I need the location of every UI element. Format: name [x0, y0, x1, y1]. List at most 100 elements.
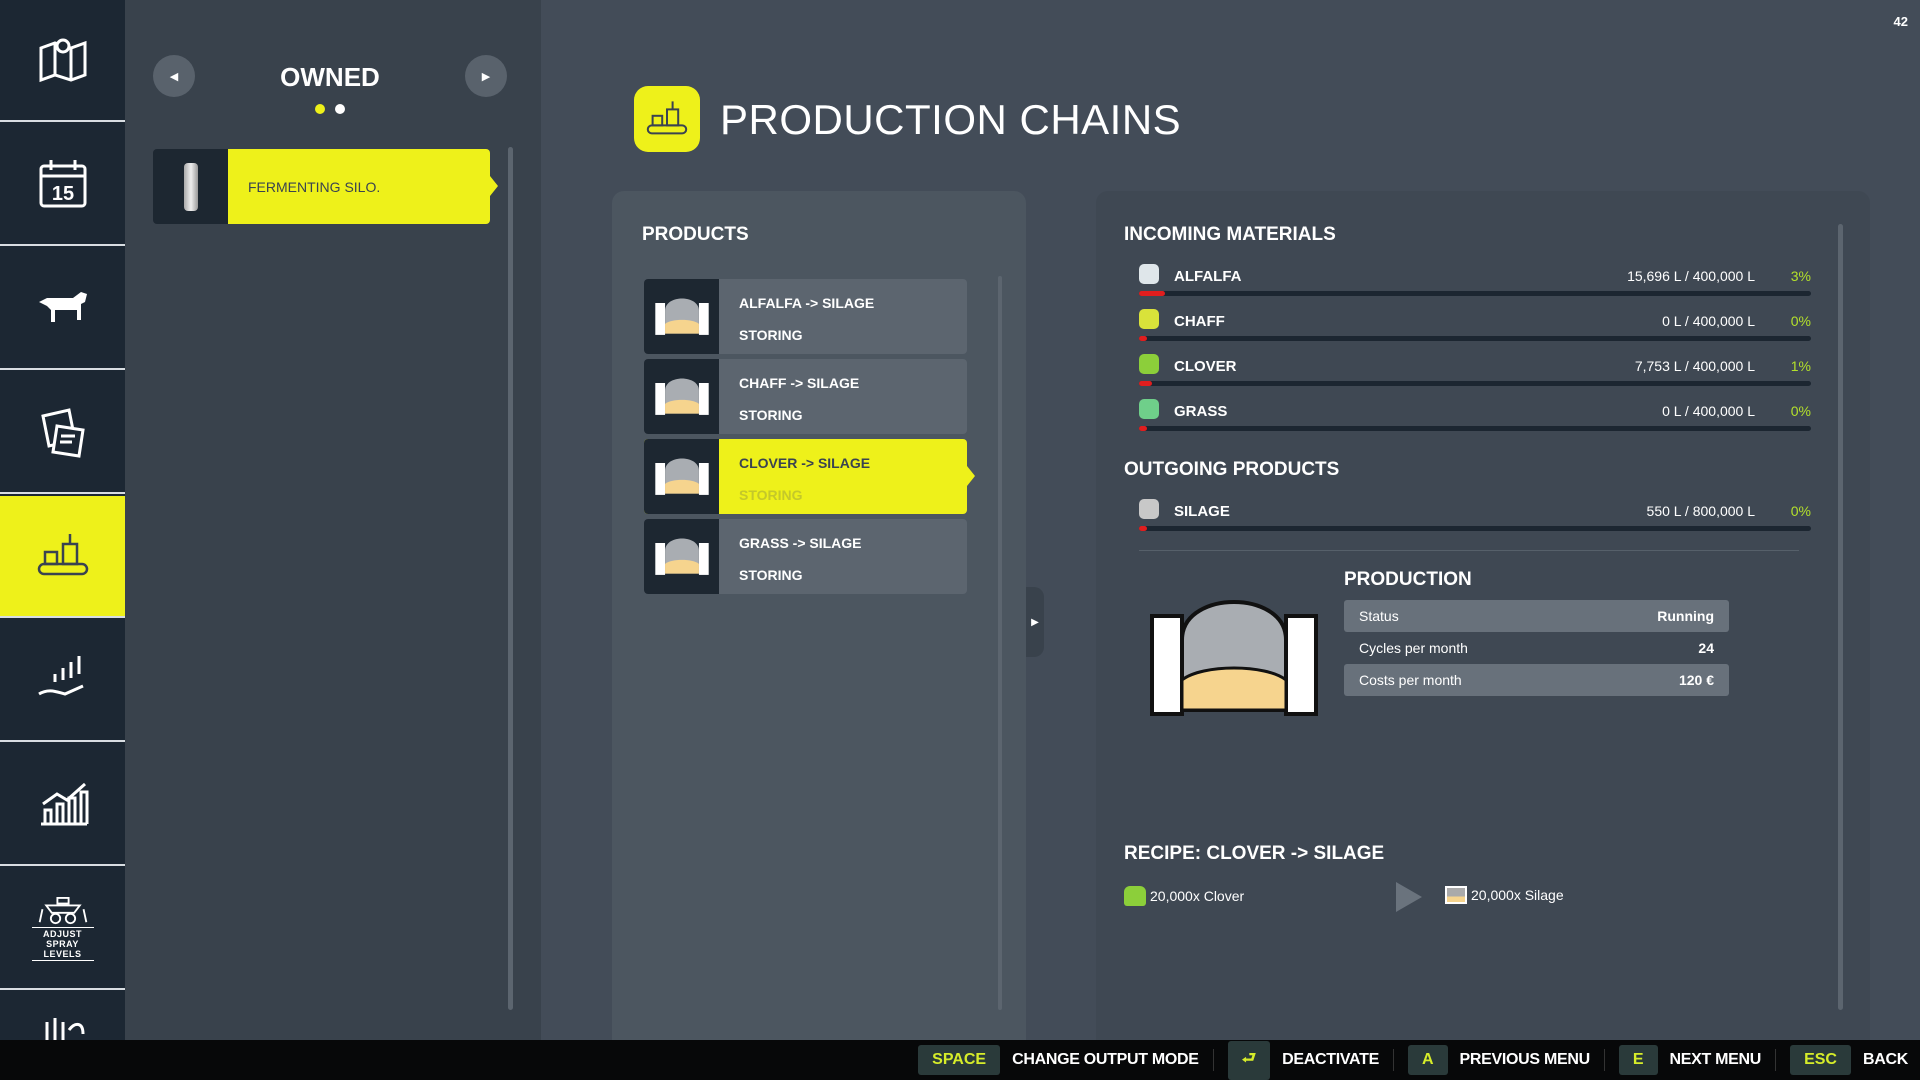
material-row-clover: CLOVER 7,753 L / 400,000 L 1% — [1139, 354, 1811, 398]
recipe-output: 20,000x Silage — [1445, 886, 1564, 904]
separator — [1775, 1049, 1777, 1071]
material-percent: 0% — [1790, 313, 1811, 329]
incoming-title: INCOMING MATERIALS — [1124, 224, 1336, 245]
sidebar-item-map[interactable] — [0, 0, 125, 122]
selection-arrow — [967, 466, 975, 486]
product-row[interactable]: GRASS -> SILAGE STORING — [644, 519, 967, 594]
sidebar-item-animals[interactable] — [0, 248, 125, 370]
fill-level-bar — [1139, 336, 1811, 341]
chaff-icon — [1139, 309, 1159, 329]
key-hint[interactable]: SPACE — [918, 1045, 1001, 1075]
finances-icon — [37, 656, 84, 696]
product-row[interactable]: CLOVER -> SILAGE STORING — [644, 439, 967, 514]
material-row-silage: SILAGE 550 L / 800,000 L 0% — [1139, 499, 1811, 543]
fill-level-bar — [1139, 526, 1811, 531]
material-percent: 0% — [1790, 403, 1811, 419]
silage-icon — [644, 279, 719, 354]
material-name: CHAFF — [1174, 313, 1225, 330]
sidebar-item-production[interactable] — [0, 496, 133, 618]
fill-level-bar — [1139, 426, 1811, 431]
outgoing-title: OUTGOING PRODUCTS — [1124, 459, 1340, 480]
material-percent: 3% — [1790, 268, 1811, 284]
page-dot[interactable] — [335, 104, 345, 114]
sidebar-item-more[interactable] — [0, 992, 125, 1040]
status-row: Status Running — [1344, 600, 1729, 632]
sidebar-item-finances[interactable] — [0, 620, 125, 742]
calendar-icon: 15 — [39, 160, 86, 208]
material-percent: 0% — [1790, 503, 1811, 519]
prev-page-button[interactable]: ◀ — [153, 55, 195, 97]
action-deactivate[interactable]: DEACTIVATE — [1282, 1051, 1379, 1068]
product-status: STORING — [739, 327, 803, 343]
fill-level — [1139, 291, 1166, 296]
clover-icon — [1139, 354, 1159, 374]
product-row[interactable]: CHAFF -> SILAGE STORING — [644, 359, 967, 434]
chevron-right-icon: ▶ — [1031, 616, 1039, 628]
key-hint[interactable]: E — [1618, 1045, 1658, 1075]
material-amount: 0 L / 400,000 L — [1662, 313, 1755, 329]
silage-icon — [644, 519, 719, 594]
details-scrollbar[interactable] — [1838, 224, 1843, 1010]
product-row[interactable]: ALFALFA -> SILAGE STORING — [644, 279, 967, 354]
action-change-output-mode[interactable]: CHANGE OUTPUT MODE — [1012, 1051, 1199, 1068]
sidebar-item-statistics[interactable] — [0, 744, 125, 866]
production-title: PRODUCTION — [1344, 569, 1472, 590]
product-name: CHAFF -> SILAGE — [739, 375, 860, 391]
status-label: Status — [1359, 608, 1399, 624]
key-hint[interactable]: ESC — [1790, 1045, 1851, 1075]
recipe-title: RECIPE: CLOVER -> SILAGE — [1124, 843, 1385, 864]
costs-value: 120 € — [1678, 672, 1714, 688]
action-back[interactable]: BACK — [1862, 1051, 1908, 1068]
material-amount: 15,696 L / 400,000 L — [1627, 268, 1755, 284]
action-previous-menu[interactable]: PREVIOUS MENU — [1459, 1051, 1591, 1068]
owned-item-label: FERMENTING SILO. — [228, 149, 490, 224]
silage-large-icon — [1148, 599, 1320, 723]
products-title: PRODUCTS — [642, 224, 749, 245]
map-icon — [39, 38, 86, 83]
material-amount: 550 L / 800,000 L — [1646, 503, 1755, 519]
material-row-alfalfa: ALFALFA 15,696 L / 400,000 L 3% — [1139, 264, 1811, 308]
more-icon — [45, 1018, 84, 1040]
page-title: PRODUCTION CHAINS — [720, 96, 1182, 143]
selection-arrow — [490, 176, 498, 196]
silage-icon — [644, 439, 719, 514]
key-hint[interactable]: A — [1407, 1045, 1448, 1075]
cycles-value: 24 — [1698, 640, 1714, 656]
cycles-row: Cycles per month 24 — [1344, 632, 1729, 664]
material-percent: 1% — [1790, 358, 1811, 374]
silage-icon — [1139, 499, 1159, 519]
silo-thumbnail — [153, 149, 228, 224]
owned-item-fermenting-silo[interactable]: FERMENTING SILO. — [153, 149, 490, 224]
sidebar-item-contracts[interactable] — [0, 372, 125, 494]
product-status: STORING — [739, 407, 803, 423]
material-row-grass: GRASS 0 L / 400,000 L 0% — [1139, 399, 1811, 443]
recipe-input-label: 20,000x Clover — [1150, 888, 1245, 904]
collapse-tab[interactable]: ▶ — [1026, 587, 1044, 657]
counter: 42 — [1893, 14, 1908, 29]
product-status: STORING — [739, 487, 803, 503]
sidebar-item-adjust-spray-levels[interactable]: ADJUST SPRAY LEVELS — [0, 868, 125, 990]
status-value: Running — [1657, 608, 1714, 624]
recipe-output-label: 20,000x Silage — [1471, 887, 1564, 903]
owned-scrollbar[interactable] — [508, 147, 513, 1010]
adjust-spray-levels-icon — [38, 896, 87, 924]
fill-level-bar — [1139, 381, 1811, 386]
separator — [1603, 1049, 1605, 1071]
material-amount: 7,753 L / 400,000 L — [1634, 358, 1755, 374]
product-name: ALFALFA -> SILAGE — [739, 295, 875, 311]
key-hint[interactable]: ⮐ — [1227, 1040, 1271, 1080]
silage-icon — [644, 359, 719, 434]
product-name: CLOVER -> SILAGE — [739, 455, 871, 471]
products-scrollbar[interactable] — [998, 276, 1002, 1010]
material-row-chaff: CHAFF 0 L / 400,000 L 0% — [1139, 309, 1811, 353]
page-dot-active[interactable] — [315, 104, 325, 114]
action-next-menu[interactable]: NEXT MENU — [1669, 1051, 1762, 1068]
next-page-button[interactable]: ▶ — [465, 55, 507, 97]
fill-level — [1139, 381, 1152, 386]
owned-title: OWNED — [280, 62, 380, 92]
sidebar-item-calendar[interactable]: 15 — [0, 124, 125, 246]
recipe-arrow-icon — [1396, 882, 1422, 912]
chevron-right-icon: ▶ — [481, 70, 491, 83]
production-icon — [37, 534, 88, 576]
product-name: GRASS -> SILAGE — [739, 535, 862, 551]
